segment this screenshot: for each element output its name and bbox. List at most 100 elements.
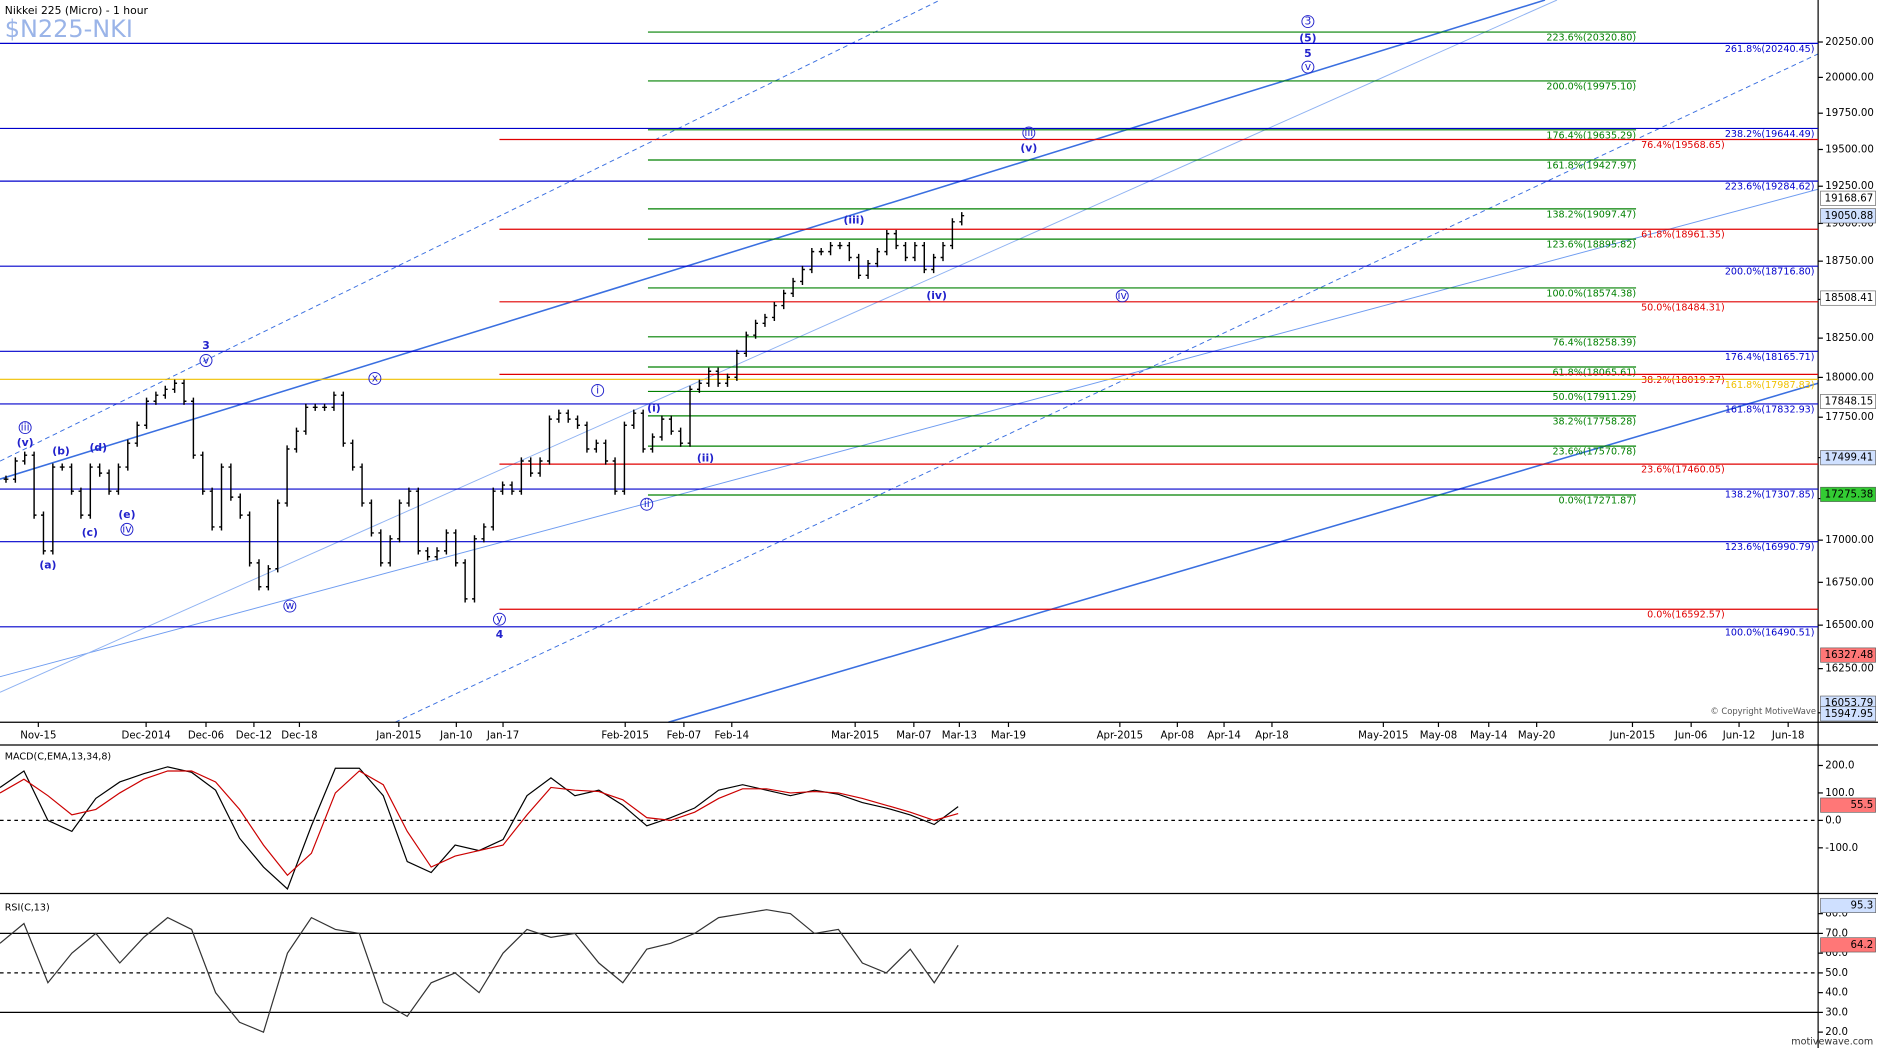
price-bar bbox=[265, 565, 271, 591]
price-bar bbox=[771, 301, 777, 322]
price-bar bbox=[312, 403, 318, 411]
x-tick-label: Apr-14 bbox=[1207, 730, 1241, 741]
price-bar bbox=[190, 397, 196, 459]
fib-label: 223.6%(19284.62) bbox=[1725, 182, 1815, 193]
wave-circle bbox=[492, 612, 506, 626]
price-bar bbox=[650, 433, 655, 453]
fib-label: 123.6%(18895.82) bbox=[1546, 240, 1636, 251]
price-bar bbox=[12, 457, 18, 483]
price-bar bbox=[640, 409, 646, 453]
wave-circle bbox=[1022, 126, 1036, 140]
footer: motivewave.com bbox=[1791, 1037, 1873, 1048]
price-bar bbox=[303, 403, 309, 435]
price-bar bbox=[912, 241, 918, 262]
price-bar bbox=[434, 547, 440, 561]
wave-circle bbox=[283, 599, 297, 613]
price-bar bbox=[453, 529, 459, 567]
x-tick-label: Nov-15 bbox=[20, 730, 56, 741]
fib-label: 50.0%(17911.29) bbox=[1552, 392, 1636, 403]
price-tag bbox=[1820, 797, 1876, 813]
x-tick-label: Apr-18 bbox=[1255, 730, 1289, 741]
price-bar bbox=[41, 511, 46, 555]
y-tick-label: 200.0 bbox=[1825, 760, 1854, 771]
price-bar bbox=[472, 535, 477, 603]
price-bar bbox=[490, 487, 496, 531]
fib-label: 176.4%(18165.71) bbox=[1725, 352, 1815, 363]
y-tick-label: 19250.00 bbox=[1825, 181, 1874, 192]
copyright: © Copyright MotiveWave bbox=[1710, 706, 1816, 716]
x-tick-label: Jun-18 bbox=[1771, 730, 1805, 741]
price-tag bbox=[1820, 394, 1876, 410]
price-bar bbox=[59, 463, 65, 471]
y-tick-label: 50.0 bbox=[1825, 968, 1848, 979]
price-bar bbox=[790, 277, 796, 297]
price-tag-label: 16327.48 bbox=[1825, 650, 1874, 661]
y-tick-label: 19750.00 bbox=[1825, 108, 1874, 119]
x-tick-label: Feb-07 bbox=[667, 730, 702, 741]
price-bar bbox=[846, 241, 852, 262]
price-bar bbox=[284, 445, 290, 507]
price-bar bbox=[725, 373, 730, 387]
wave-label: (a) bbox=[39, 558, 56, 571]
price-bar bbox=[350, 439, 356, 471]
y-tick-label: 30.0 bbox=[1825, 1007, 1848, 1018]
y-tick-label: 19500.00 bbox=[1825, 144, 1874, 155]
price-bar bbox=[425, 547, 431, 561]
wave-circle bbox=[1301, 15, 1315, 29]
x-tick-label: Mar-2015 bbox=[831, 730, 879, 741]
price-bar bbox=[200, 451, 206, 495]
price-bar bbox=[181, 379, 187, 405]
fib-label: 61.8%(18961.35) bbox=[1641, 230, 1725, 241]
price-bar bbox=[256, 559, 262, 591]
fib-label: 138.2%(17307.85) bbox=[1725, 490, 1815, 501]
fib-label: 161.8%(19427.97) bbox=[1546, 161, 1636, 172]
price-bar bbox=[903, 241, 908, 262]
price-bar bbox=[294, 427, 299, 453]
x-tick-label: Dec-06 bbox=[188, 730, 224, 741]
price-bar bbox=[800, 265, 805, 286]
price-bar bbox=[668, 415, 674, 435]
wave-label: 3 bbox=[202, 339, 210, 352]
price-tag-label: 17499.41 bbox=[1825, 453, 1874, 464]
channel-line bbox=[0, 0, 941, 462]
wave-label: (ii) bbox=[697, 452, 714, 465]
price-bar bbox=[219, 463, 224, 531]
price-bar bbox=[462, 559, 468, 603]
fib-label: 176.4%(19635.29) bbox=[1546, 130, 1636, 141]
price-bar bbox=[893, 230, 899, 250]
channel-line bbox=[0, 188, 1819, 678]
price-bar bbox=[603, 439, 609, 465]
price-bar bbox=[125, 439, 131, 471]
y-tick-label: 18750.00 bbox=[1825, 256, 1874, 267]
price-bar bbox=[622, 421, 627, 495]
wave-label: x bbox=[372, 371, 379, 384]
x-tick-label: May-08 bbox=[1420, 730, 1457, 741]
price-bar bbox=[209, 487, 215, 531]
wave-label: w bbox=[285, 599, 294, 612]
wave-label: 5 bbox=[1304, 47, 1312, 60]
wave-label: (i) bbox=[647, 401, 661, 414]
price-tag-label: 19050.88 bbox=[1825, 211, 1874, 222]
wave-label: iii bbox=[1024, 126, 1033, 139]
y-tick-label: 20.0 bbox=[1825, 1027, 1848, 1038]
price-tag-label: 64.2 bbox=[1851, 940, 1874, 951]
fib-label: 50.0%(18484.31) bbox=[1641, 302, 1725, 313]
price-bar bbox=[762, 313, 768, 327]
fib-label: 238.2%(19644.49) bbox=[1725, 129, 1815, 140]
chart-title: Nikkei 225 (Micro) - 1 hour bbox=[5, 4, 149, 17]
price-tag-label: 17848.15 bbox=[1825, 397, 1874, 408]
price-bar bbox=[340, 391, 346, 447]
wave-label: (b) bbox=[52, 445, 70, 458]
x-tick-label: Jan-17 bbox=[486, 730, 519, 741]
price-bar bbox=[734, 349, 740, 381]
price-bar bbox=[696, 379, 702, 393]
fib-label: 0.0%(16592.57) bbox=[1647, 610, 1725, 621]
fib-label: 138.2%(19097.47) bbox=[1546, 209, 1636, 220]
price-tag-label: 16053.79 bbox=[1825, 698, 1874, 709]
wave-label: (v) bbox=[17, 436, 34, 449]
y-tick-label: 20000.00 bbox=[1825, 72, 1874, 83]
wave-label: (5) bbox=[1299, 31, 1316, 44]
price-tag bbox=[1820, 208, 1876, 224]
y-tick-label: 20250.00 bbox=[1825, 37, 1874, 48]
price-bar bbox=[106, 469, 112, 495]
